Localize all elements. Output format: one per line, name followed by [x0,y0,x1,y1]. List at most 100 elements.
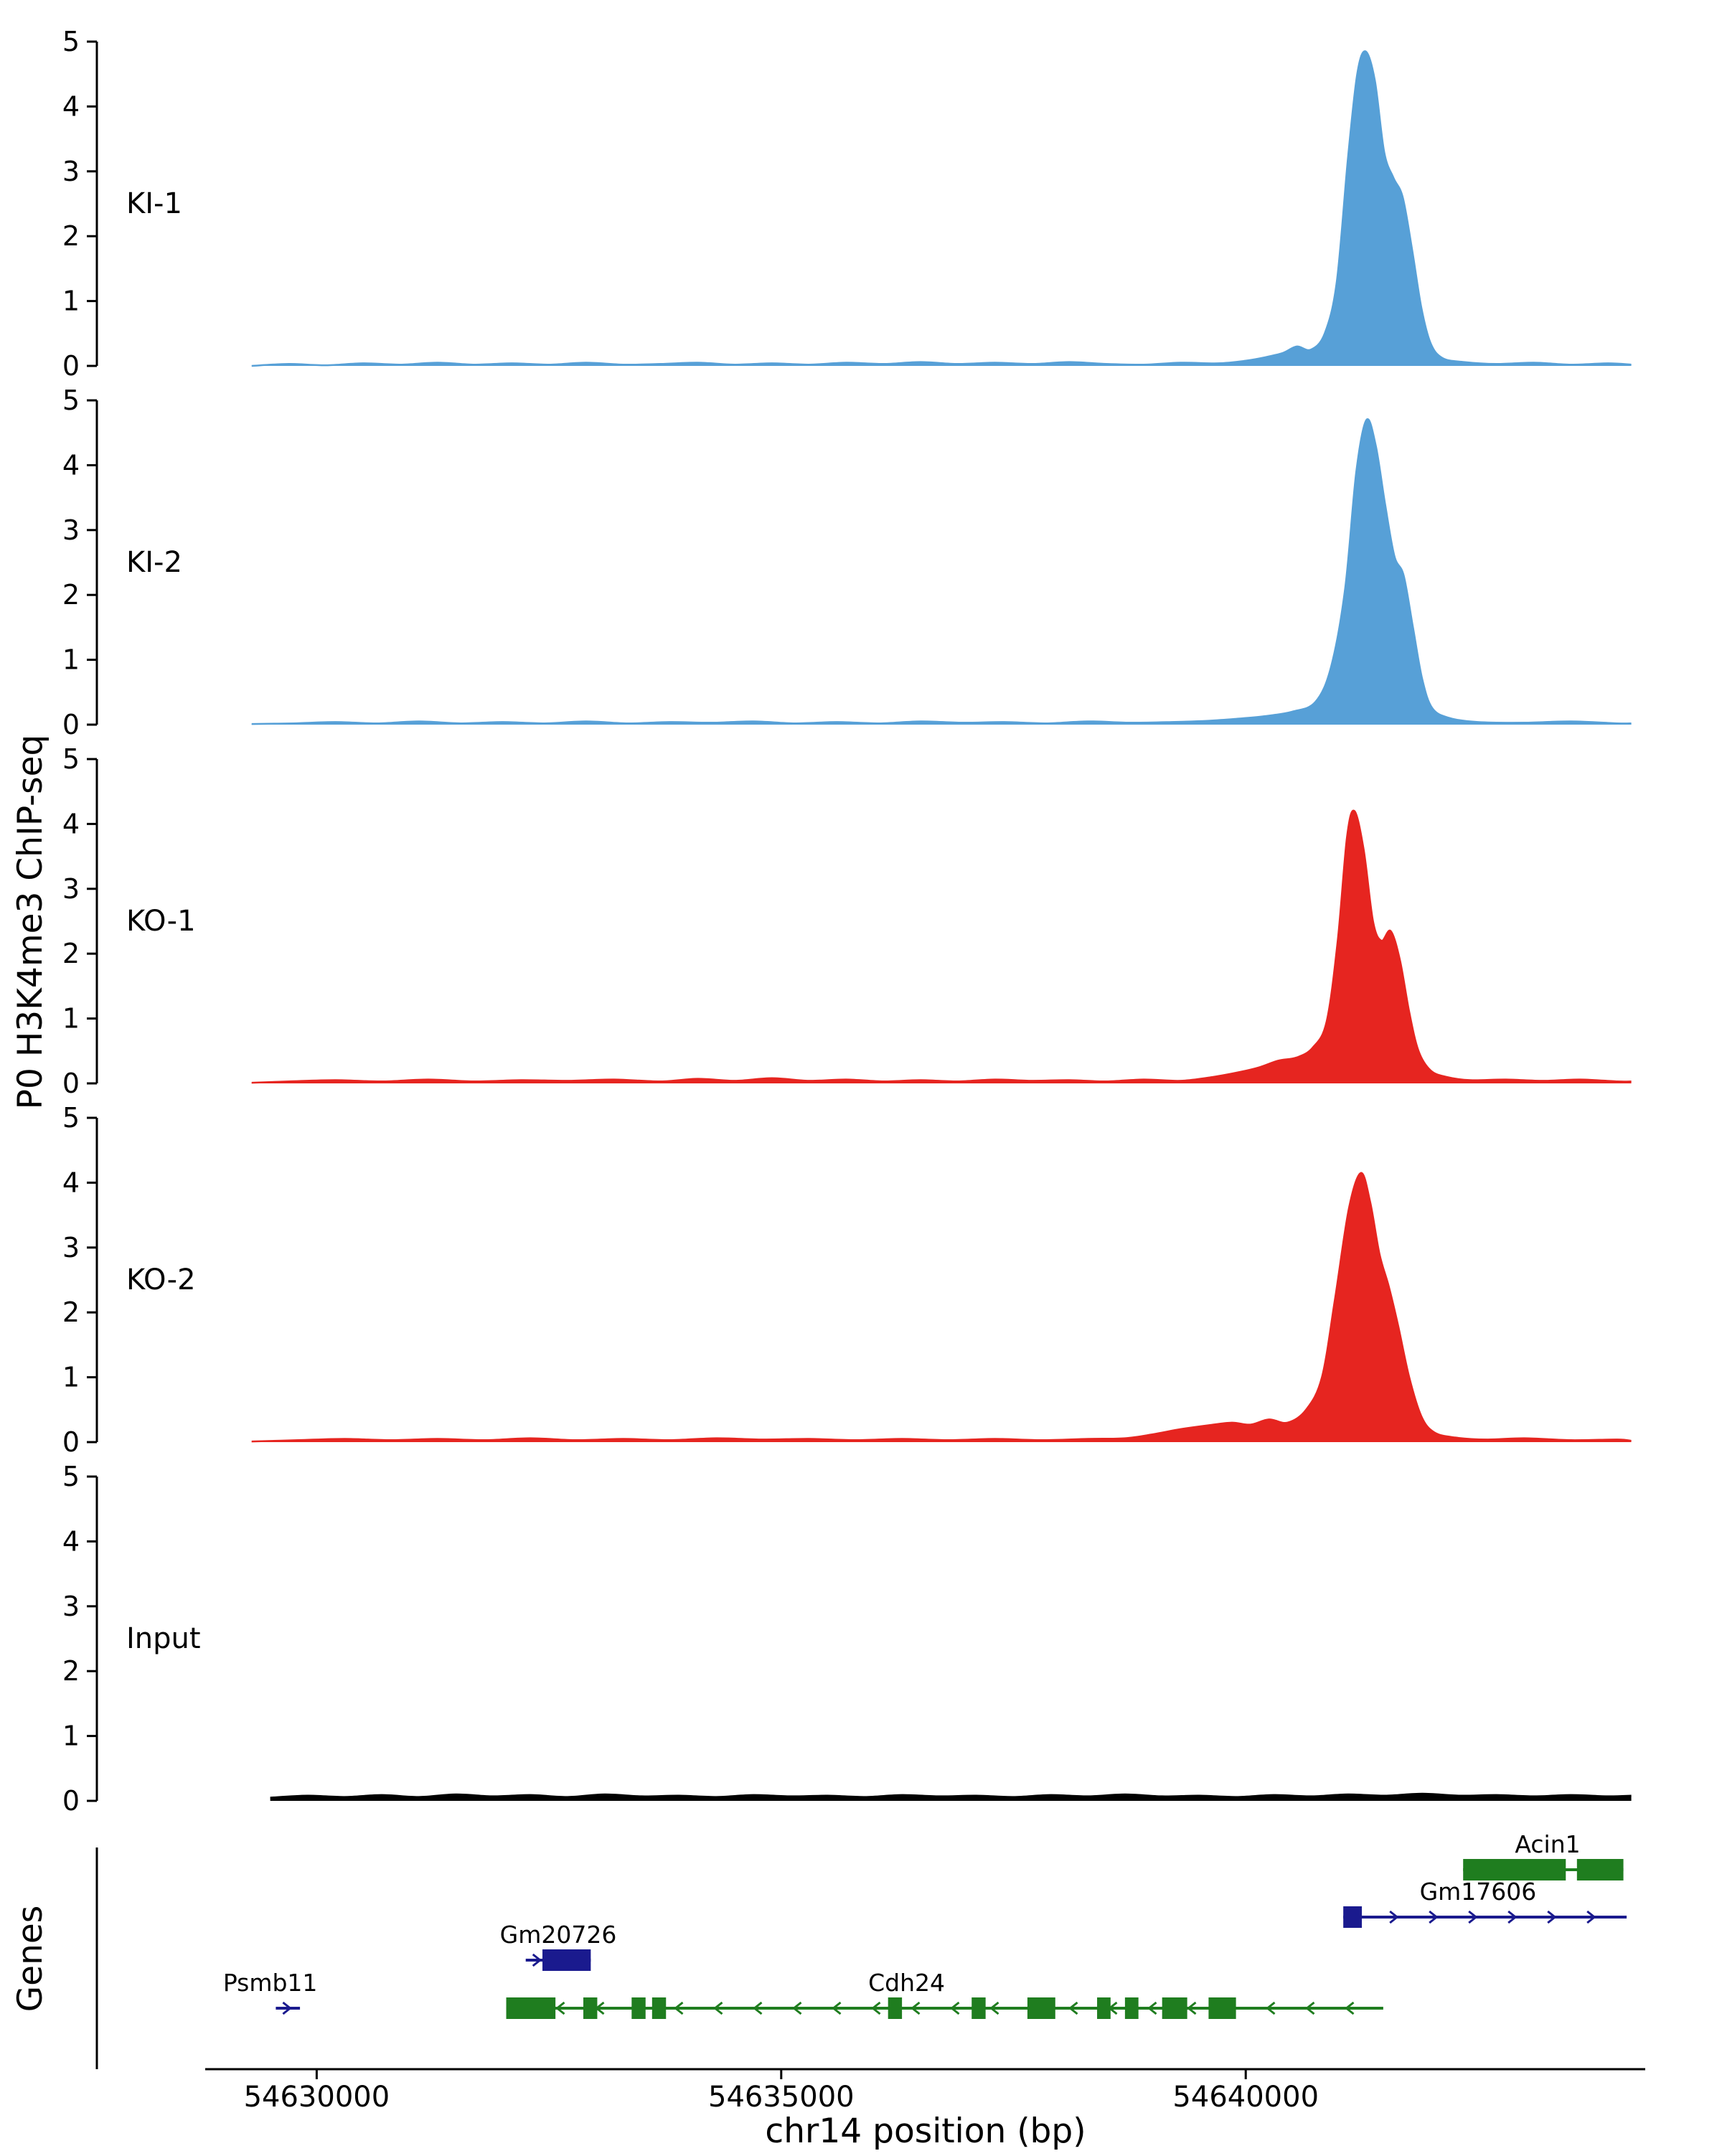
signal-outline [251,809,1632,1084]
x-axis: 54630000 54635000 54640000 [205,2068,1645,2114]
exon-block [542,1949,591,1971]
exon-block [506,1997,556,2019]
y-tick-label: 2 [62,220,80,252]
y-tick-label: 0 [62,709,80,740]
y-tick-label: 4 [62,1525,80,1557]
strand-arrow-icon [1345,2001,1355,2015]
track-KO-2: 0 1 2 3 4 5 KO-2 [62,1102,1632,1458]
y-tick-label: 5 [62,385,80,416]
y-tick-label: 0 [62,1785,80,1817]
exon-block [651,1997,667,2019]
track-name-label: KI-1 [126,187,182,220]
y-tick-label: 4 [62,90,80,122]
y-tick-label: 2 [62,1296,80,1328]
signal-area [270,1794,1632,1801]
y-tick-label: 5 [62,1461,80,1492]
signal-outline [251,1172,1632,1443]
signal-area [251,419,1632,725]
strand-arrow-icon [1547,1910,1557,1924]
y-tick-label: 1 [62,1362,80,1393]
track-KI-1: 0 1 2 3 4 5 KI-1 [62,26,1632,382]
y-tick-label: 5 [62,1102,80,1134]
y-tick-label: 3 [62,1232,80,1263]
tracks-root: 0 1 2 3 4 5 KI-1 0 1 2 3 4 5 KI-2 0 1 2 3 4 5 KO-1 0 1 2 3 4 5 KO-2… [62,26,1632,1817]
y-tick-label: 2 [62,579,80,611]
y-tick-label: 2 [62,938,80,969]
y-tick-label: 3 [62,514,80,546]
signal-outline [251,50,1632,367]
exon-block [1463,1859,1566,1880]
strand-arrow-icon [911,2001,921,2015]
gene-Cdh24: Cdh24 [506,1969,1383,2019]
y-axis-title: P0 H3K4me3 ChIP-seq [11,735,50,1110]
strand-arrow-icon [1586,1910,1596,1924]
track-KO-1: 0 1 2 3 4 5 KO-1 [62,743,1632,1099]
y-tick-label: 5 [62,743,80,775]
strand-arrow-icon [1187,2001,1197,2015]
exon-block [583,1997,598,2019]
strand-arrow-icon [1389,1910,1399,1924]
exon-block [1162,1997,1187,2019]
track-KI-2: 0 1 2 3 4 5 KI-2 [62,385,1632,740]
strand-arrow-icon [282,2001,292,2015]
exon-block [1343,1906,1363,1928]
exon-block [1097,1997,1111,2019]
y-tick-label: 5 [62,26,80,57]
strand-arrow-icon [1266,2001,1276,2015]
strand-arrow-icon [950,2001,960,2015]
gene-Psmb11: Psmb11 [223,1969,318,2015]
exon-block [1208,1997,1236,2019]
strand-arrow-icon [1305,2001,1315,2015]
genes-axis-title: Genes [11,1906,50,2013]
gene-Acin1: Acin1 [1463,1830,1624,1880]
y-tick-label: 4 [62,808,80,839]
gene-Gm20726: Gm20726 [500,1921,616,1971]
y-tick-label: 0 [62,350,80,382]
signal-outline [251,418,1632,725]
y-tick-label: 0 [62,1426,80,1458]
x-axis-title: chr14 position (bp) [765,2112,1086,2151]
exon-block [1576,1859,1624,1880]
y-tick-label: 3 [62,1591,80,1622]
signal-area [251,51,1632,366]
exon-block [631,1997,646,2019]
x-tick-label: 54635000 [708,2081,855,2114]
y-tick-label: 4 [62,1167,80,1198]
y-tick-label: 0 [62,1068,80,1099]
track-name-label: KI-2 [126,546,182,579]
gene-label: Acin1 [1515,1830,1580,1858]
strand-arrow-icon [989,2001,999,2015]
strand-arrow-icon [792,2001,802,2015]
y-tick-label: 1 [62,1720,80,1752]
strand-arrow-icon [753,2001,763,2015]
strand-arrow-icon [1468,1910,1478,1924]
y-tick-label: 1 [62,1003,80,1035]
x-tick-label: 54630000 [244,2081,390,2114]
genes-root: Acin1 Gm17606 Gm20726 Psmb11 Cdh24 [95,1830,1627,2069]
signal-area [251,810,1632,1083]
strand-arrow-icon [674,2001,684,2015]
signal-outline [270,1792,1632,1799]
gene-Gm17606: Gm17606 [1343,1878,1627,1928]
strand-arrow-icon [713,2001,723,2015]
gene-label: Psmb11 [223,1969,318,1997]
strand-arrow-icon [555,2001,565,2015]
strand-arrow-icon [1507,1910,1518,1924]
y-tick-label: 1 [62,286,80,317]
strand-arrow-icon [1429,1910,1439,1924]
y-tick-label: 4 [62,449,80,481]
y-tick-label: 3 [62,873,80,905]
gene-label: Gm17606 [1420,1878,1537,1906]
signal-area [251,1172,1632,1442]
strand-arrow-icon [871,2001,881,2015]
x-tick-label: 54640000 [1172,2081,1319,2114]
y-tick-label: 2 [62,1655,80,1687]
strand-arrow-icon [1147,2001,1157,2015]
track-Input: 0 1 2 3 4 5 Input [62,1461,1632,1817]
strand-arrow-icon [532,1953,542,1967]
y-tick-label: 1 [62,644,80,676]
exon-block [1027,1997,1055,2019]
strand-arrow-icon [832,2001,842,2015]
